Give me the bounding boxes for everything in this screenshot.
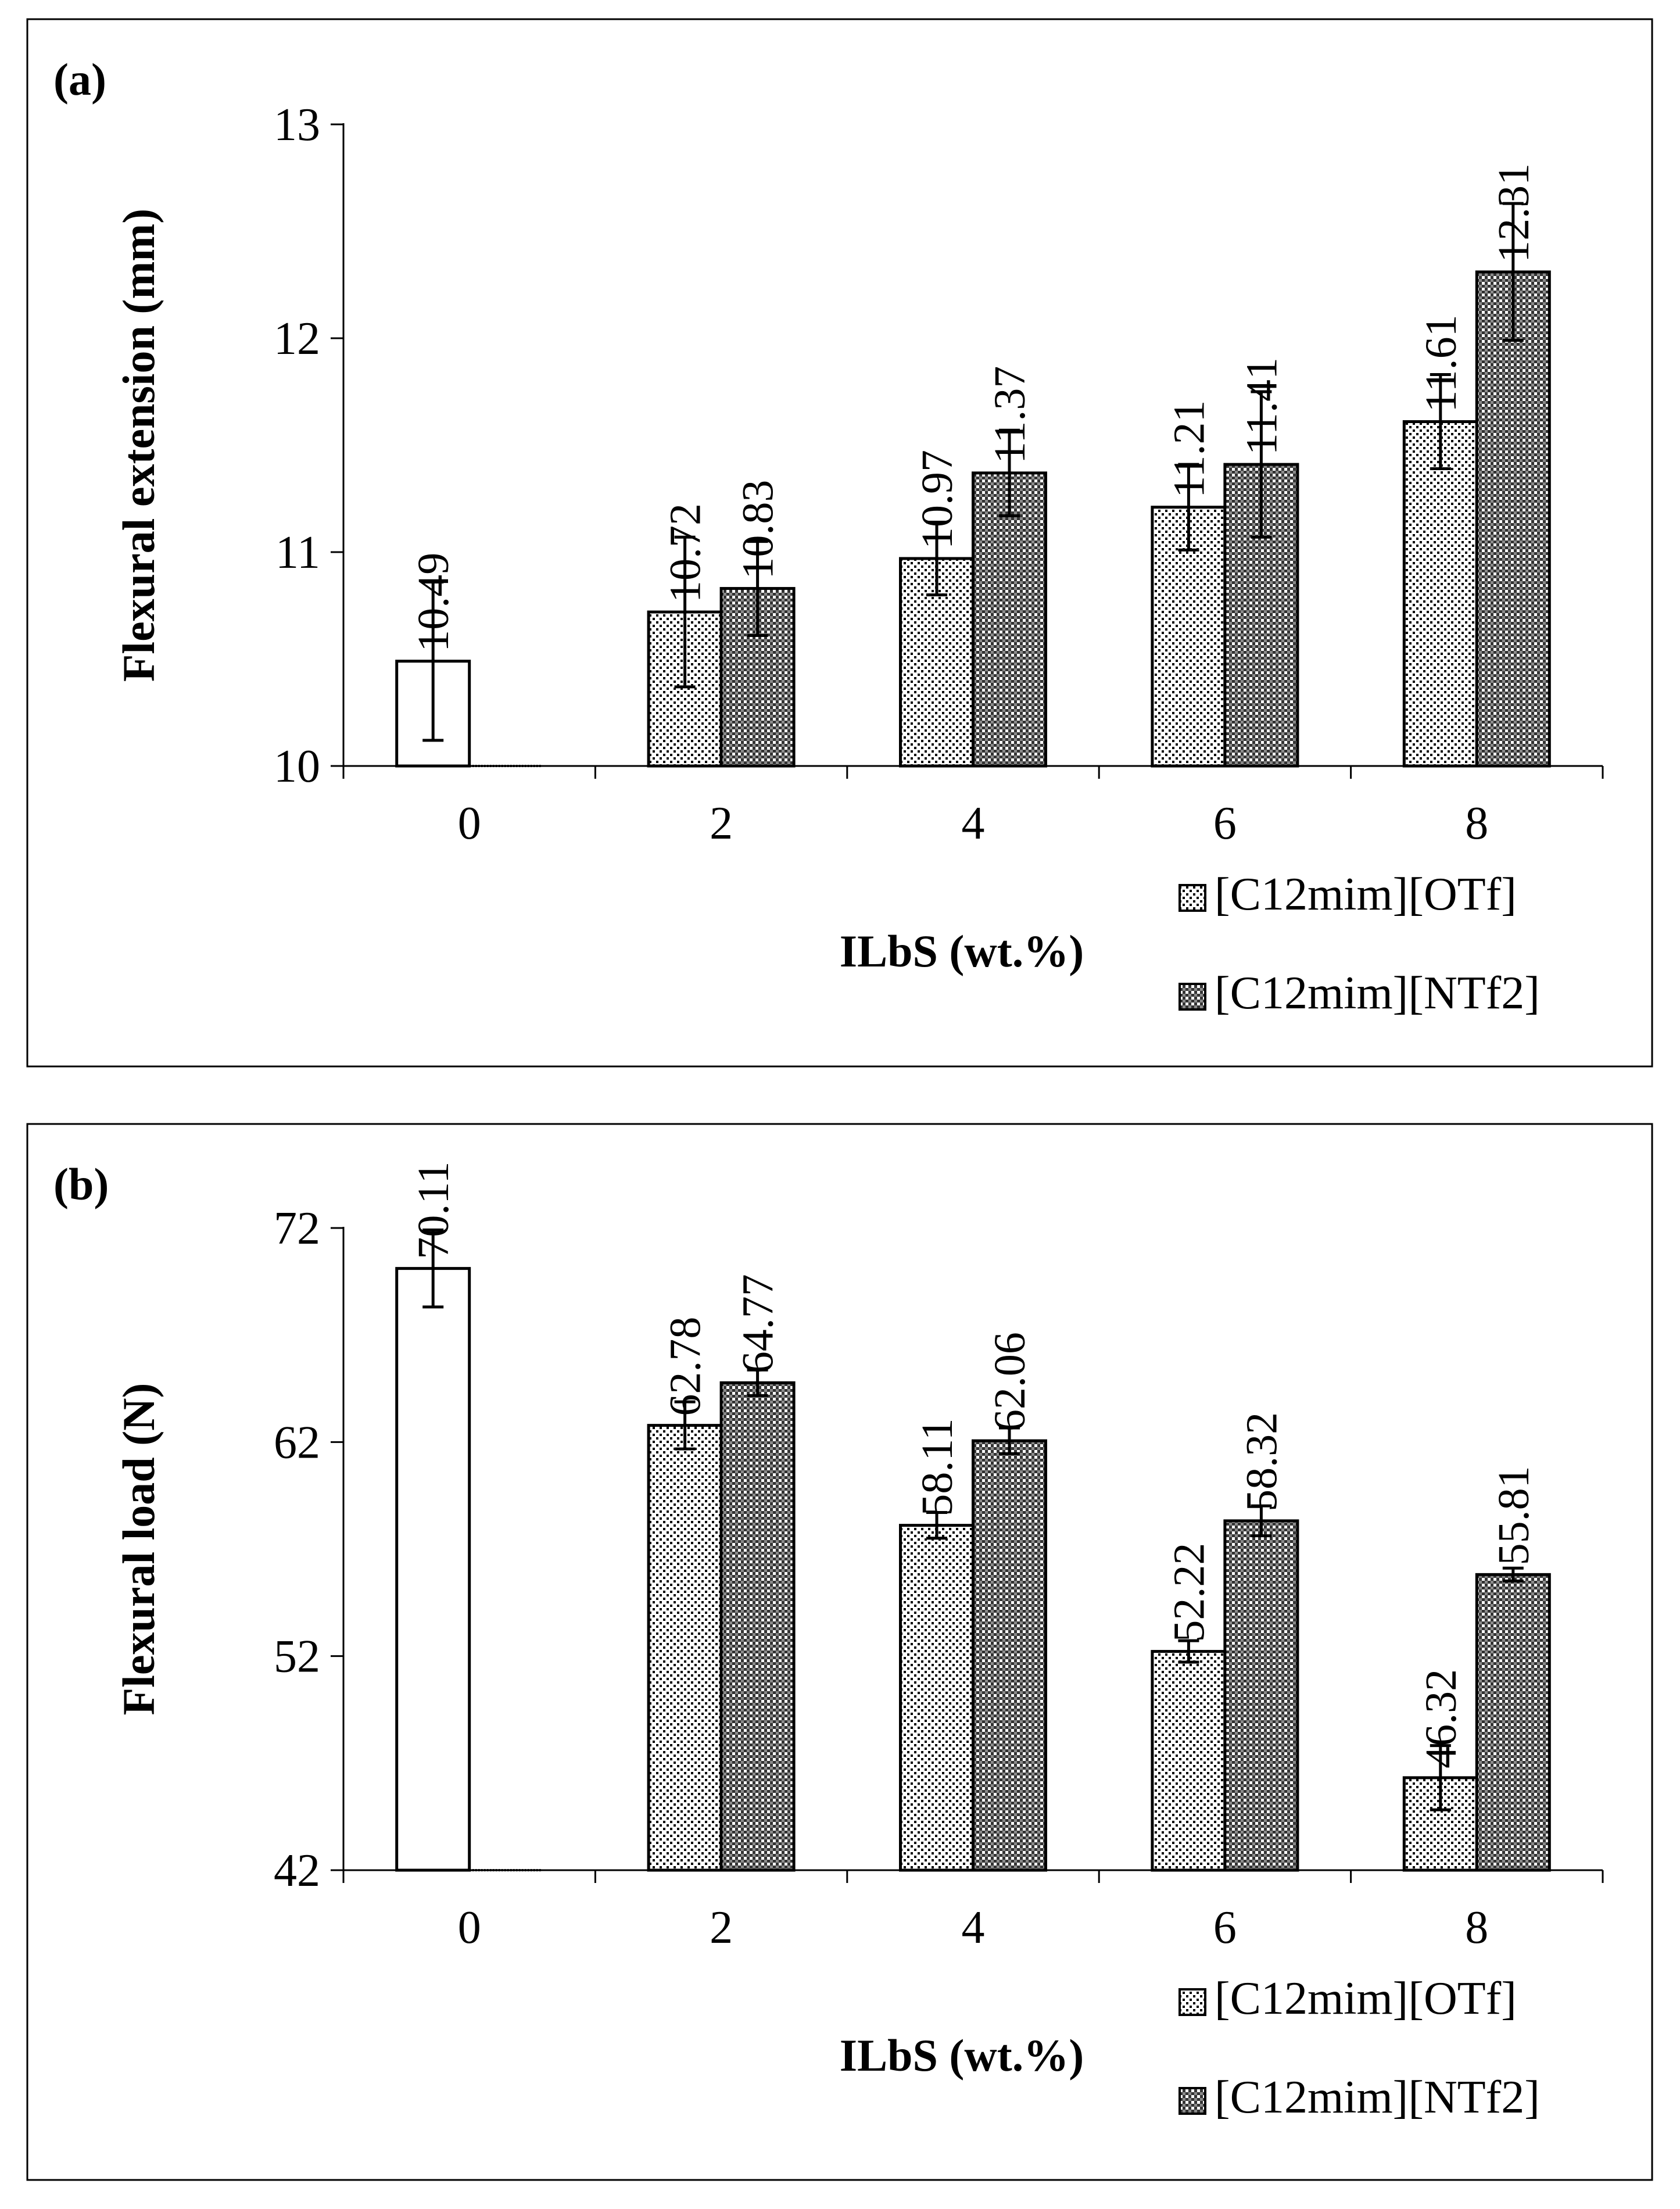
bar [1223,1519,1299,1872]
data-label: 10.49 [409,553,458,652]
x-tick-label: 6 [1213,1902,1237,1953]
x-tick-label: 4 [962,1902,985,1953]
bar [972,1439,1047,1872]
bar [1475,1573,1551,1872]
x-tick-label: 2 [710,1902,733,1953]
data-label: 58.32 [1237,1412,1286,1512]
legend-label: [C12mim][NTf2] [1215,968,1540,1019]
bar [395,1267,471,1872]
panel-frame [26,18,1653,1068]
data-label: 62.78 [661,1317,710,1416]
legend-swatch [1178,1988,1206,2016]
y-tick-label: 42 [274,1845,320,1896]
y-tick-label: 12 [274,313,320,364]
bar [899,1524,975,1872]
x-tick-label: 0 [458,1902,481,1953]
x-tick-label: 8 [1465,798,1488,849]
panel-a: (a) 10 11 12 13 0 2 4 6 8 10.49 10.72 10.97 11.21 11.6… [26,18,1653,1068]
y-axis-title: Flexural load (N) [113,1383,164,1716]
bar [647,1424,723,1872]
panel-frame [26,1123,1653,2181]
x-tick-label: 8 [1465,1902,1488,1953]
legend-label: [C12mim][OTf] [1215,1973,1517,2024]
data-label: 11.37 [986,366,1034,464]
bar [1475,270,1551,768]
y-tick-label: 52 [274,1631,320,1682]
legend-label: [C12mim][OTf] [1215,869,1517,920]
data-label: 10.72 [661,503,710,603]
data-label: 64.77 [734,1274,783,1373]
legend-label: [C12mim][NTf2] [1215,2072,1540,2123]
bar [1151,1650,1227,1872]
x-tick-label: 2 [710,798,733,849]
data-label: 52.22 [1165,1543,1213,1642]
legend-swatch [1178,983,1206,1011]
data-label: 58.11 [913,1418,962,1516]
y-tick-label: 10 [274,741,320,792]
panel-b: (b) 42 52 62 72 0 2 4 6 8 70.11 62.78 58.11 52.22 46.3… [26,1123,1653,2181]
x-tick-label: 0 [458,798,481,849]
data-label: 46.32 [1417,1669,1466,1768]
legend-swatch [1178,884,1206,912]
bar [1402,420,1478,768]
x-axis-title: ILbS (wt.%) [840,926,1084,976]
y-axis-title: Flexural extension (mm) [113,209,164,682]
data-label: 11.41 [1237,357,1286,455]
data-label: 10.83 [734,480,783,579]
legend-swatch [1178,2087,1206,2115]
y-tick-label: 72 [274,1203,320,1254]
y-tick-label: 62 [274,1417,320,1468]
x-axis-title: ILbS (wt.%) [840,2030,1084,2081]
data-label: 10.97 [913,450,962,549]
data-label: 55.81 [1489,1466,1538,1565]
data-label: 11.61 [1417,314,1466,412]
data-label: 70.11 [409,1161,458,1259]
data-label: 12.31 [1489,163,1538,263]
data-label: 62.06 [986,1332,1034,1431]
y-tick-label: 11 [275,527,320,578]
data-label: 11.21 [1165,400,1213,498]
bar [719,1381,796,1872]
panel-label: (a) [53,54,106,105]
y-tick-label: 13 [274,99,320,151]
panel-label: (b) [53,1159,109,1209]
x-tick-label: 6 [1213,798,1237,849]
x-tick-label: 4 [962,798,985,849]
